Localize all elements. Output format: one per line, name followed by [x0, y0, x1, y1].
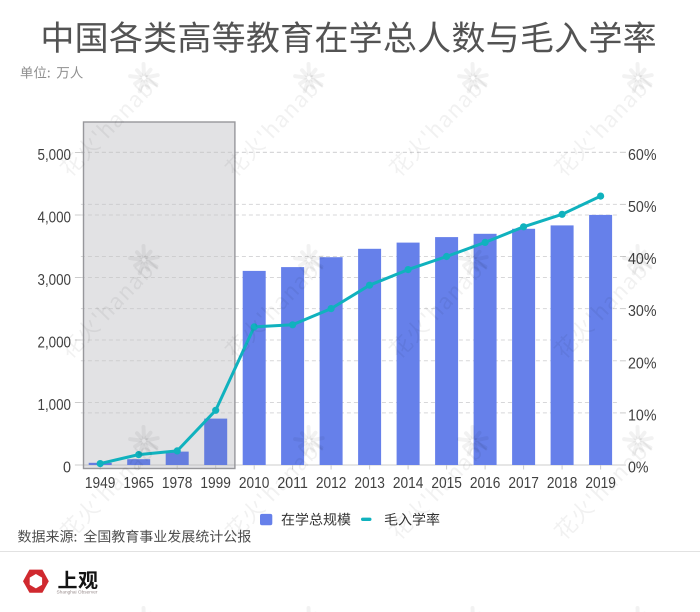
svg-text:0%: 0%	[628, 460, 649, 477]
svg-text:3,000: 3,000	[38, 272, 72, 289]
svg-text:2014: 2014	[393, 475, 424, 492]
svg-text:50%: 50%	[628, 199, 657, 216]
svg-text:2015: 2015	[431, 475, 462, 492]
svg-text:2013: 2013	[354, 475, 385, 492]
svg-text:5,000: 5,000	[38, 147, 72, 164]
svg-text:60%: 60%	[628, 147, 657, 164]
svg-text:2,000: 2,000	[38, 335, 72, 352]
svg-text:2010: 2010	[239, 475, 270, 492]
svg-text:1965: 1965	[123, 475, 154, 492]
svg-text:1978: 1978	[162, 475, 193, 492]
svg-text:2018: 2018	[547, 475, 578, 492]
svg-text:30%: 30%	[628, 303, 657, 320]
svg-text:2016: 2016	[470, 475, 501, 492]
svg-text:1,000: 1,000	[38, 397, 72, 414]
svg-text:1949: 1949	[85, 475, 116, 492]
svg-text:2017: 2017	[508, 475, 539, 492]
svg-text:2012: 2012	[316, 475, 347, 492]
svg-text:Shanghai Observer: Shanghai Observer	[57, 590, 98, 596]
svg-text:0: 0	[63, 460, 71, 477]
svg-text:1999: 1999	[200, 475, 231, 492]
svg-text:4,000: 4,000	[38, 210, 72, 227]
svg-text:20%: 20%	[628, 355, 657, 372]
svg-text:10%: 10%	[628, 407, 657, 424]
